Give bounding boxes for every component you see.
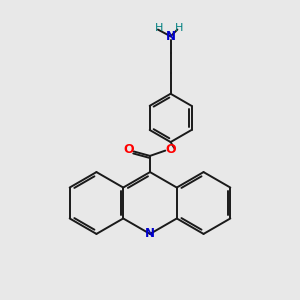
Text: N: N xyxy=(166,30,176,43)
Text: O: O xyxy=(165,143,176,156)
Text: O: O xyxy=(123,143,134,157)
Text: H: H xyxy=(175,23,183,33)
Text: N: N xyxy=(145,227,155,240)
Text: H: H xyxy=(155,23,164,33)
